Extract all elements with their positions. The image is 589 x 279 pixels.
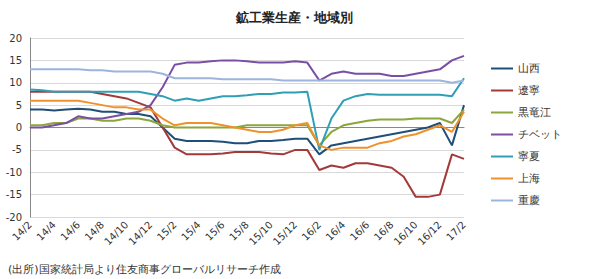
svg-text:14/6: 14/6 bbox=[58, 219, 82, 243]
svg-text:10: 10 bbox=[9, 77, 22, 88]
svg-text:14/8: 14/8 bbox=[82, 219, 107, 243]
svg-text:17/2: 17/2 bbox=[444, 219, 468, 243]
svg-text:鉱工業生産・地域別: 鉱工業生産・地域別 bbox=[235, 10, 353, 25]
svg-text:16/4: 16/4 bbox=[324, 219, 348, 243]
svg-text:山西: 山西 bbox=[518, 62, 540, 75]
svg-text:遼寧: 遼寧 bbox=[518, 84, 540, 97]
svg-text:15/10: 15/10 bbox=[247, 219, 275, 247]
svg-text:重慶: 重慶 bbox=[518, 194, 540, 207]
svg-text:15/2: 15/2 bbox=[155, 219, 179, 243]
svg-text:15/4: 15/4 bbox=[179, 219, 203, 243]
svg-text:14/10: 14/10 bbox=[102, 219, 130, 247]
svg-text:-15: -15 bbox=[6, 189, 22, 200]
svg-text:5: 5 bbox=[16, 100, 22, 111]
svg-text:チベット: チベット bbox=[518, 128, 562, 141]
svg-text:寧夏: 寧夏 bbox=[518, 150, 540, 163]
svg-text:15: 15 bbox=[9, 55, 22, 66]
svg-text:15/6: 15/6 bbox=[203, 219, 227, 243]
svg-text:15/8: 15/8 bbox=[227, 219, 251, 243]
svg-text:16/8: 16/8 bbox=[371, 219, 396, 243]
svg-text:14/2: 14/2 bbox=[10, 219, 34, 243]
svg-text:14/4: 14/4 bbox=[34, 219, 58, 243]
svg-text:14/12: 14/12 bbox=[126, 219, 154, 247]
svg-text:16/12: 16/12 bbox=[416, 219, 444, 247]
svg-text:0: 0 bbox=[16, 122, 22, 133]
svg-text:20: 20 bbox=[9, 33, 22, 44]
svg-text:(出所)国家統計局より住友商事グローバルリサーチ作成: (出所)国家統計局より住友商事グローバルリサーチ作成 bbox=[8, 263, 281, 276]
svg-text:16/2: 16/2 bbox=[300, 219, 324, 243]
svg-text:上海: 上海 bbox=[518, 172, 540, 185]
svg-text:15/12: 15/12 bbox=[271, 219, 299, 247]
svg-text:黒竜江: 黒竜江 bbox=[518, 106, 551, 119]
svg-text:16/10: 16/10 bbox=[392, 219, 420, 247]
svg-text:-5: -5 bbox=[12, 144, 22, 155]
svg-text:-10: -10 bbox=[6, 167, 22, 178]
svg-text:-20: -20 bbox=[6, 212, 22, 223]
svg-text:16/6: 16/6 bbox=[348, 219, 372, 243]
